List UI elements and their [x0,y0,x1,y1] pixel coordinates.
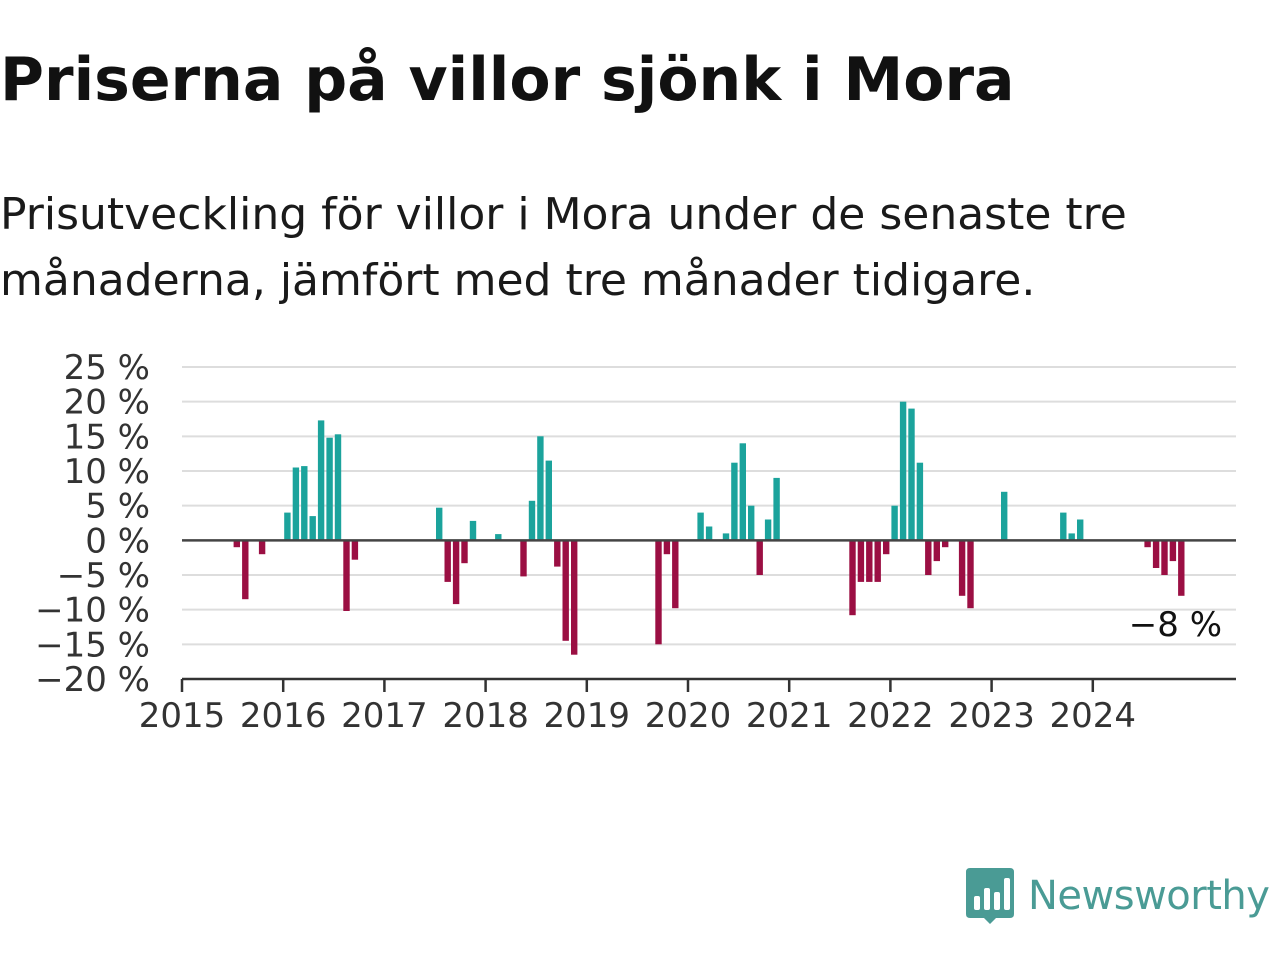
bar [756,540,763,575]
bar [554,540,561,567]
bar [309,516,316,541]
bar [469,520,477,541]
x-tick-label: 2024 [1050,696,1137,736]
bar [520,540,527,577]
bar [1178,540,1185,596]
y-tick-label: 5 % [85,487,150,527]
bar [343,540,350,611]
x-tick-label: 2021 [746,696,833,736]
bar [461,540,468,564]
bar [697,512,704,541]
newsworthy-logo-icon [966,868,1014,924]
bar [933,540,940,562]
bar [351,540,359,560]
axes [180,539,1236,692]
y-axis-labels: 25 %20 %15 %10 %5 %0 %−5 %−10 %−15 %−20 … [35,348,150,700]
bar [866,540,873,582]
x-tick-label: 2016 [240,696,327,736]
bar [326,437,333,541]
bar [764,519,772,541]
x-tick-label: 2018 [442,696,529,736]
bar [908,408,915,541]
y-tick-label: 25 % [64,348,150,388]
bar [284,512,291,541]
bar [562,540,569,641]
bar [883,540,890,555]
bar [942,540,949,548]
y-tick-label: −10 % [35,591,150,631]
bar [1060,512,1067,541]
bar [958,540,966,596]
bar [967,540,974,609]
x-tick-label: 2019 [544,696,631,736]
bar [571,540,578,655]
bar [317,420,325,541]
bar [773,477,780,541]
bar [874,540,881,582]
bar [1077,519,1084,541]
bar [495,534,502,541]
bar [292,467,300,541]
bar [705,526,713,541]
bar [301,466,308,541]
bar [242,540,249,600]
bars [233,401,1185,655]
bar [722,533,730,541]
bar [925,540,932,575]
chart-title: Priserna på villor sjönk i Mora [0,45,1015,115]
bar [444,540,451,582]
chart-subtitle: Prisutveckling för villor i Mora under d… [0,189,1127,306]
bar [899,401,907,541]
bar [857,540,865,582]
bar [258,540,266,555]
bar [1001,491,1008,541]
bar [739,443,746,541]
newsworthy-logo: Newsworthy [964,866,1270,926]
bar [1144,540,1151,548]
bar [537,436,544,541]
bar [655,540,662,645]
y-tick-label: 0 % [85,521,150,561]
bar [1169,540,1177,562]
brand-name: Newsworthy [1028,873,1270,919]
bar [334,434,342,541]
bar [916,462,924,541]
y-tick-label: −5 % [57,556,150,596]
y-tick-label: −15 % [35,625,150,665]
y-tick-label: −20 % [35,660,150,700]
bar-chart: 25 %20 %15 %10 %5 %0 %−5 %−10 %−15 %−20 … [35,348,1236,736]
bar [748,505,755,541]
bar [1068,533,1075,541]
bar [1161,540,1168,575]
last-value-label: −8 % [1129,605,1222,645]
bar [233,540,240,548]
x-tick-label: 2017 [341,696,428,736]
gridlines [182,366,1236,646]
bar [891,505,898,541]
bar [672,540,679,609]
x-tick-label: 2020 [645,696,732,736]
bar [452,540,460,605]
y-tick-label: 10 % [64,452,150,492]
x-tick-label: 2015 [139,696,226,736]
bar [663,540,671,555]
bar [731,462,738,541]
x-axis-labels: 2015 2016 2017 2018 2019 2020 2021 2022 2023 2024 [139,696,1136,736]
bar [849,540,856,616]
y-tick-label: 15 % [64,417,150,457]
y-tick-label: 20 % [64,383,150,423]
bar [436,507,443,541]
bar [545,460,552,541]
bar [528,500,536,541]
x-tick-label: 2023 [948,696,1035,736]
x-tick-label: 2022 [847,696,934,736]
bar [1152,540,1160,568]
